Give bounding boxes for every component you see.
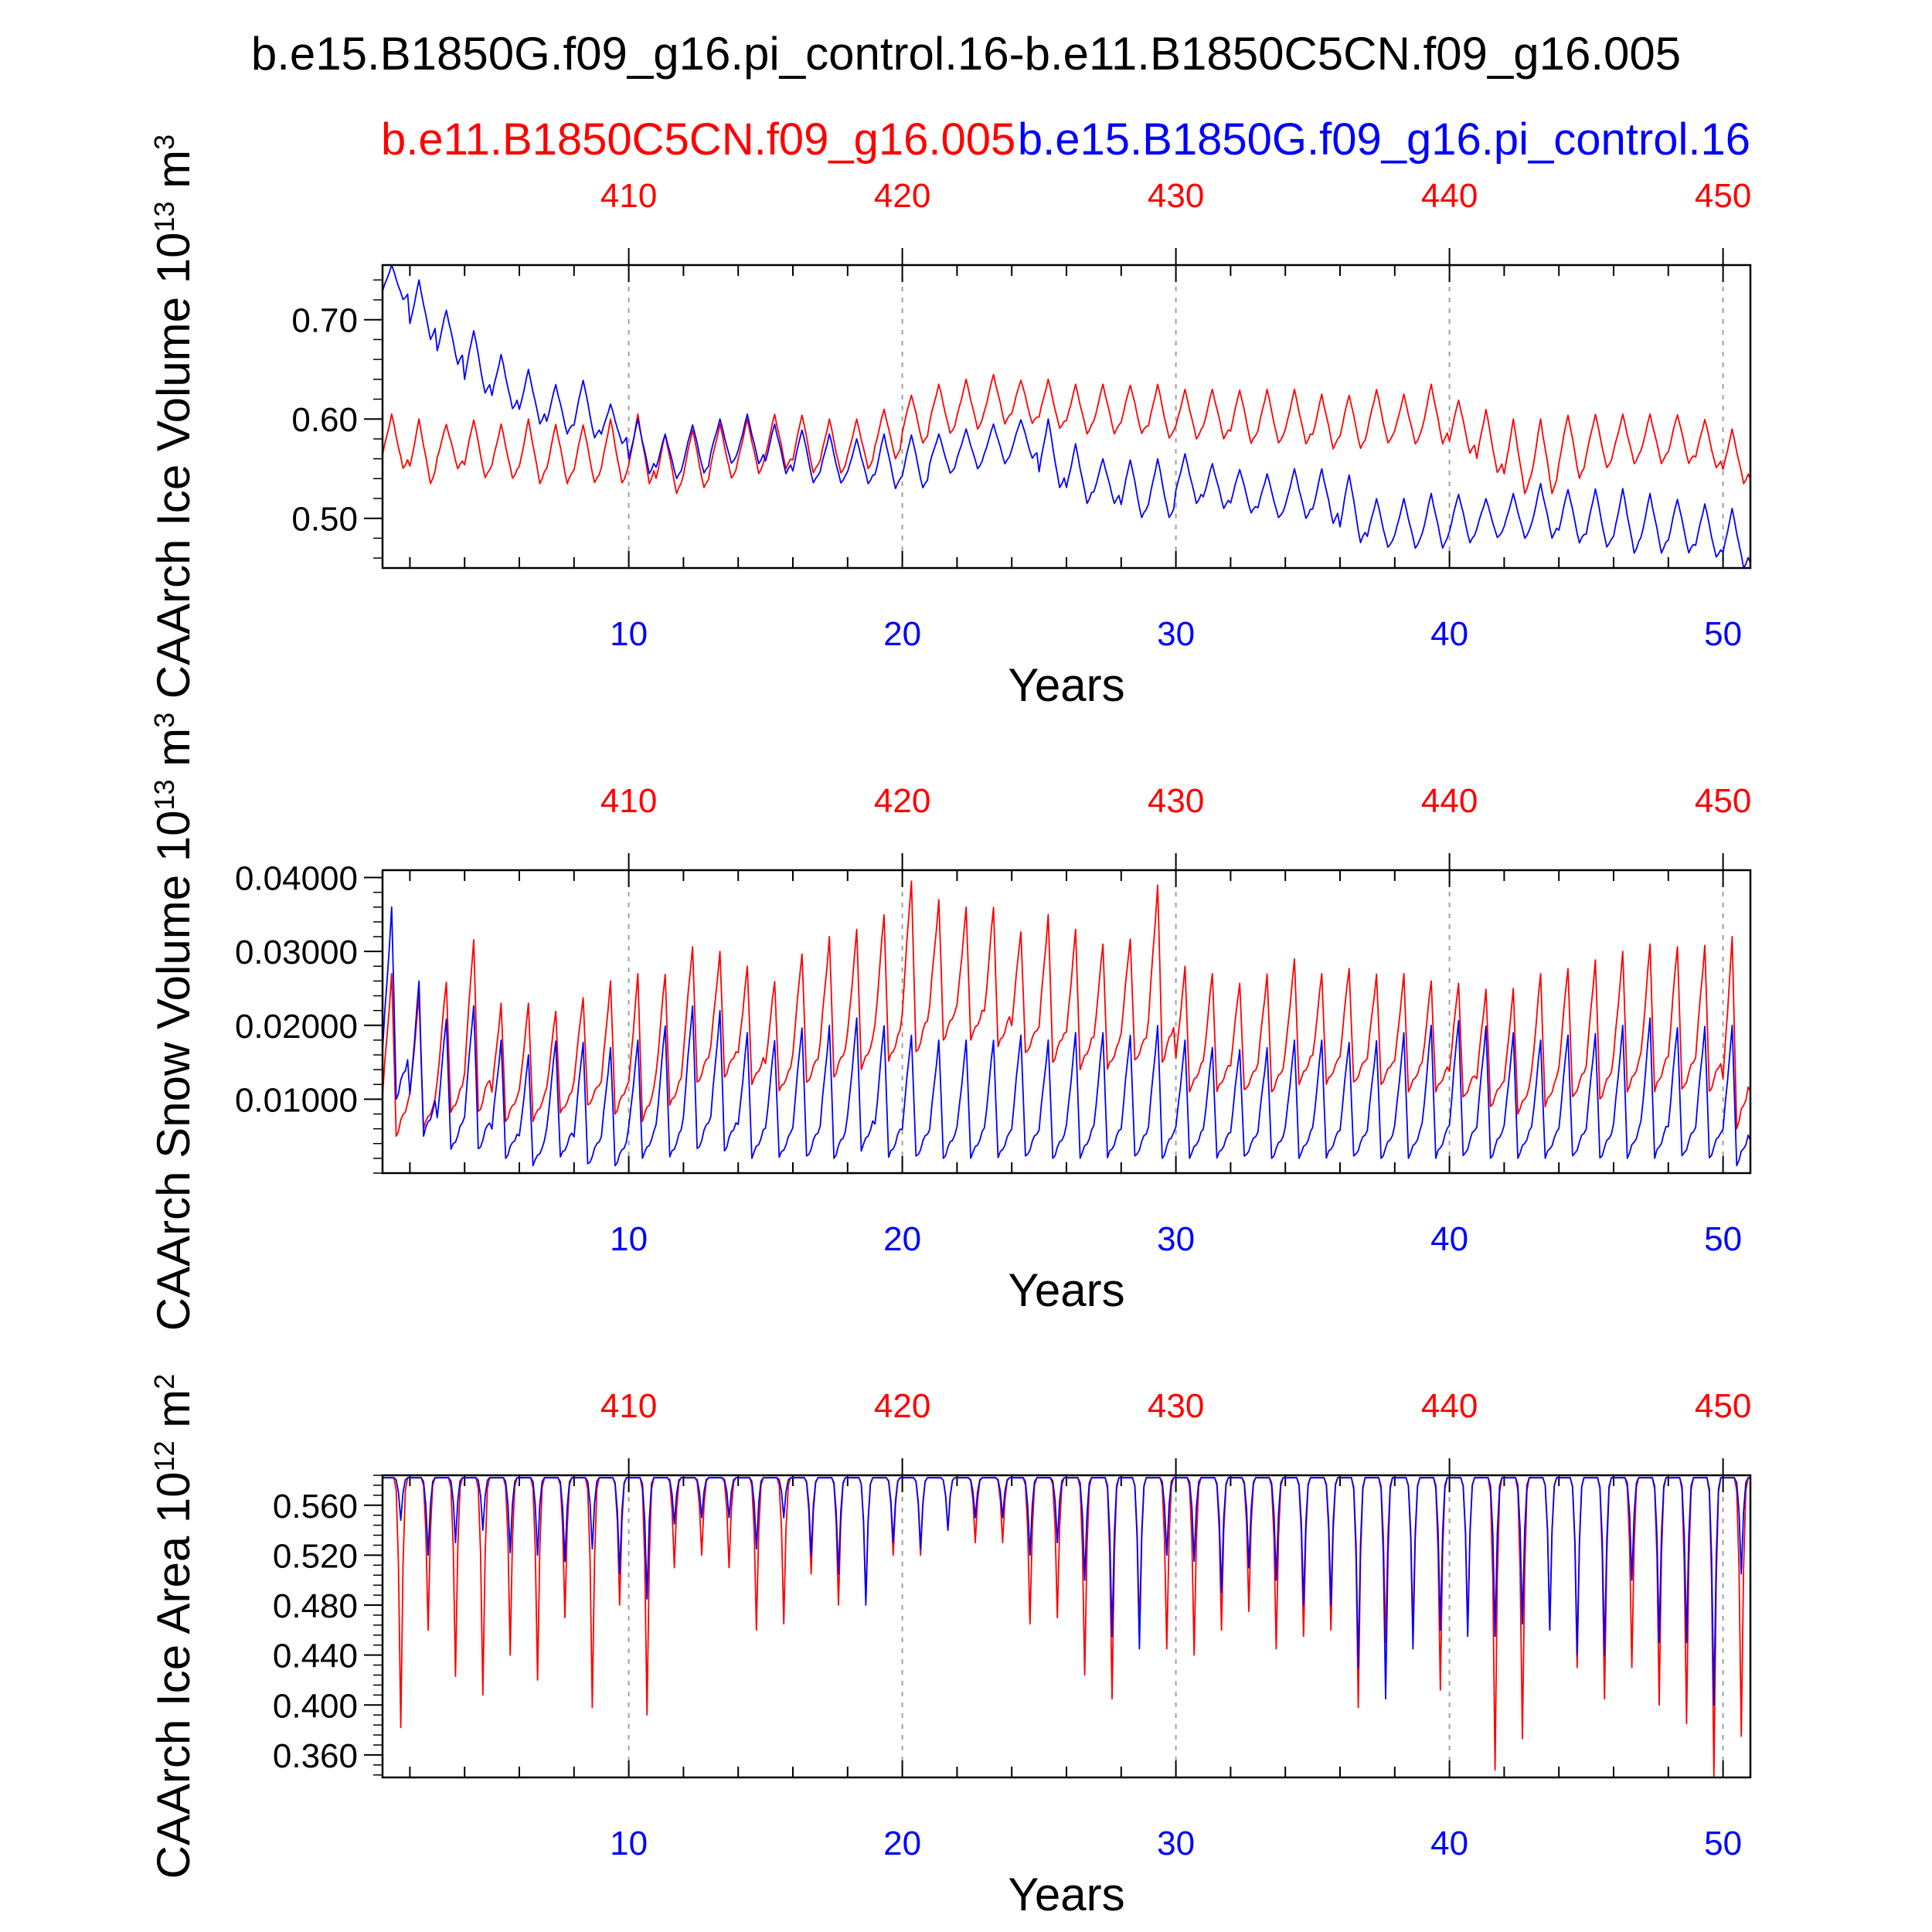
plot-frame [381, 869, 1752, 1175]
x-tick-label-top: 420 [874, 782, 930, 820]
figure-title: b.e15.B1850G.f09_g16.pi_control.16-b.e11… [251, 28, 1681, 80]
y-tick-label: 0.480 [273, 1587, 358, 1625]
y-tick-label: 0.02000 [235, 1008, 358, 1046]
y-tick-label: 0.01000 [235, 1081, 358, 1119]
y-tick-label: 0.60 [291, 401, 358, 439]
y-axis-title: CAArch Ice Area 1012 m2 [148, 1374, 199, 1879]
x-tick-label-bottom: 10 [610, 1825, 648, 1862]
y-tick-label: 0.560 [273, 1488, 358, 1526]
plot-frame [381, 1474, 1752, 1779]
series-line-blue [383, 1477, 1750, 1706]
x-axis-title: Years [1008, 1869, 1124, 1920]
x-tick-label-bottom: 30 [1157, 615, 1195, 653]
y-axis-title: CAArch Snow Volume 1013 m3 [148, 713, 199, 1331]
y-tick-label: 0.400 [273, 1687, 358, 1725]
x-tick-label-top: 440 [1421, 177, 1478, 215]
x-tick-label-top: 410 [600, 177, 657, 215]
series-line-blue [383, 265, 1750, 568]
y-tick-label: 0.04000 [235, 860, 358, 898]
x-tick-label-top: 430 [1148, 177, 1204, 215]
x-axis-title: Years [1008, 1264, 1124, 1316]
x-axis-title: Years [1008, 659, 1124, 711]
panel-2: 0.01000 0.02000 0.03000 0.04000 10 20 30 40 50 41… [148, 713, 1752, 1331]
x-tick-label-top: 420 [874, 177, 930, 215]
x-tick-label-top: 440 [1421, 782, 1478, 820]
x-tick-label-top: 430 [1148, 1387, 1204, 1425]
y-tick-label: 0.440 [273, 1638, 358, 1675]
x-tick-label-bottom: 40 [1430, 1825, 1468, 1862]
legend-red-label: b.e11.B1850C5CN.f09_g16.005 [381, 114, 1015, 165]
x-tick-label-top: 450 [1695, 1387, 1751, 1425]
legend-blue-label: b.e15.B1850G.f09_g16.pi_control.16 [1018, 114, 1750, 165]
x-tick-label-top: 450 [1695, 177, 1751, 215]
x-tick-label-bottom: 10 [610, 1220, 648, 1258]
x-tick-label-bottom: 30 [1157, 1220, 1195, 1258]
x-tick-label-bottom: 50 [1704, 1220, 1742, 1258]
plot-frame [381, 264, 1752, 570]
y-tick-label: 0.360 [273, 1737, 358, 1775]
x-tick-label-bottom: 30 [1157, 1825, 1195, 1862]
x-tick-label-top: 410 [600, 782, 657, 820]
x-tick-label-top: 450 [1695, 782, 1751, 820]
x-tick-label-top: 420 [874, 1387, 930, 1425]
y-tick-label: 0.520 [273, 1537, 358, 1575]
x-tick-label-bottom: 10 [610, 615, 648, 653]
x-tick-label-bottom: 50 [1704, 1825, 1742, 1862]
x-tick-label-top: 440 [1421, 1387, 1478, 1425]
panel-3: 0.360 0.400 0.440 0.480 0.520 0.560 10 20 30 40 50… [148, 1374, 1752, 1920]
x-tick-label-bottom: 40 [1430, 1220, 1468, 1258]
x-tick-label-bottom: 40 [1430, 615, 1468, 653]
x-tick-label-top: 410 [600, 1387, 657, 1425]
x-tick-label-bottom: 20 [883, 1825, 921, 1862]
panel-1: 0.50 0.60 0.70 10 20 30 40 50 410 420 430 440 450 Yea… [148, 134, 1752, 711]
series-line-red [383, 373, 1750, 495]
y-tick-label: 0.03000 [235, 934, 358, 971]
x-tick-label-top: 430 [1148, 782, 1204, 820]
x-tick-label-bottom: 20 [883, 615, 921, 653]
y-tick-label: 0.50 [291, 501, 358, 539]
series-line-blue [383, 906, 1750, 1167]
y-axis-title: CAArch Ice Volume 1013 m3 [148, 134, 199, 699]
y-tick-label: 0.70 [291, 302, 358, 340]
series-line-red [383, 880, 1750, 1138]
panels: 0.50 0.60 0.70 10 20 30 40 50 410 420 430 440 450 Yea… [148, 134, 1752, 1920]
x-tick-label-bottom: 50 [1704, 615, 1742, 653]
x-tick-label-bottom: 20 [883, 1220, 921, 1258]
